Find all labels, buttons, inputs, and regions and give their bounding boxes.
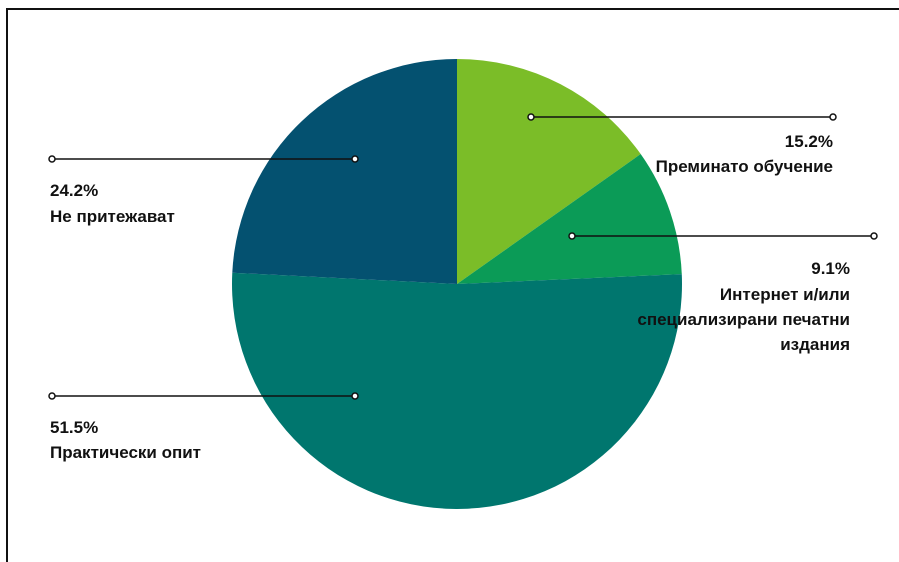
pie-slice	[231, 272, 682, 509]
frame-border-left	[6, 8, 8, 562]
pie-slice	[457, 59, 641, 284]
slice-value-label: 15.2%	[785, 132, 833, 151]
slice-category-label: Не притежават	[50, 207, 175, 226]
slice-value-label: 51.5%	[50, 418, 98, 437]
pie-slice	[232, 59, 457, 284]
slice-category-label-line: издания	[780, 335, 850, 354]
leader-end-marker	[527, 113, 535, 121]
pie-slices	[231, 59, 682, 509]
slice-category-label-line: Интернет и/или	[720, 285, 850, 304]
frame-border-top	[6, 8, 899, 10]
pie-slice	[457, 154, 682, 284]
slice-value-label: 9.1%	[811, 259, 850, 278]
leader-end-marker	[48, 155, 56, 163]
leader-end-marker	[870, 232, 878, 240]
leader-end-marker	[568, 232, 576, 240]
slice-category-label-line: специализирани печатни	[637, 310, 850, 329]
leader-end-marker	[48, 392, 56, 400]
slice-category-label: Практически опит	[50, 443, 201, 462]
leader-end-marker	[351, 392, 359, 400]
leader-end-marker	[829, 113, 837, 121]
leader-end-marker	[351, 155, 359, 163]
slice-category-label: Преминато обучение	[656, 157, 833, 176]
slice-value-label: 24.2%	[50, 181, 98, 200]
leader-lines	[48, 113, 878, 400]
